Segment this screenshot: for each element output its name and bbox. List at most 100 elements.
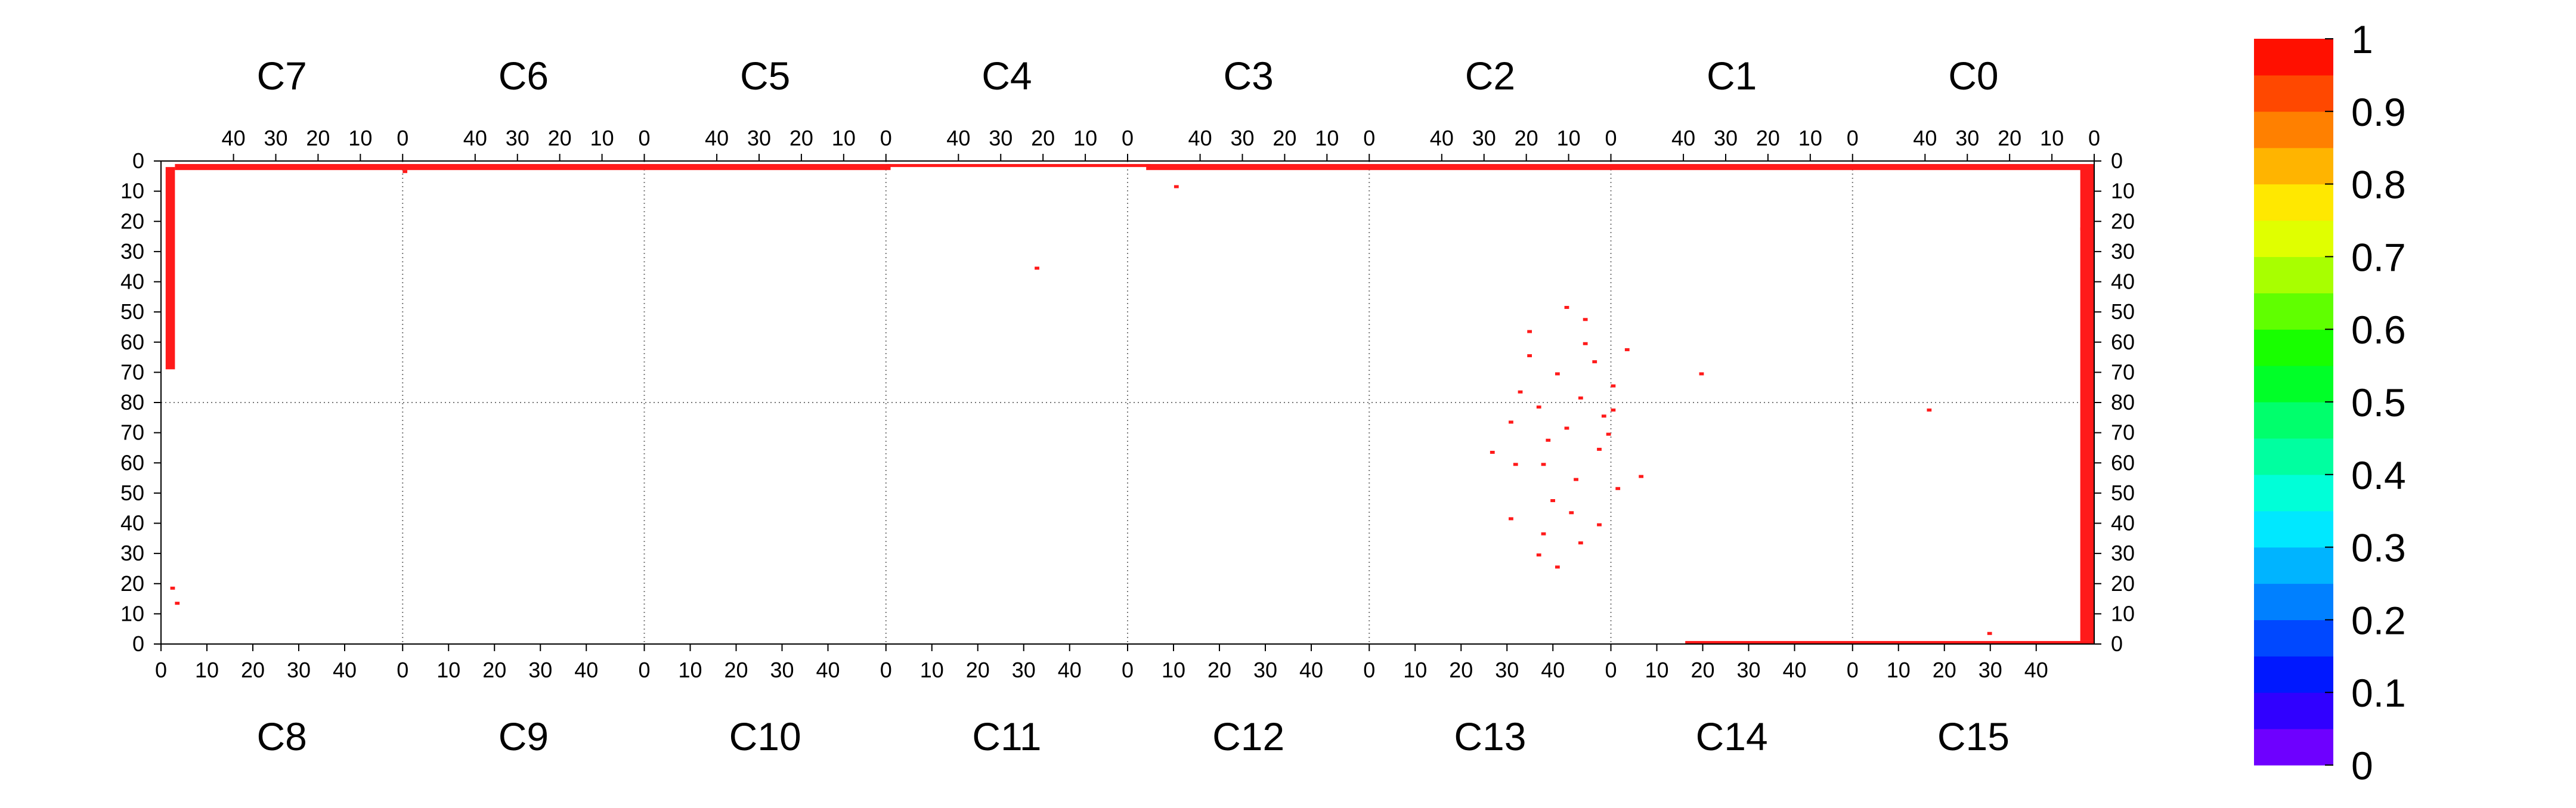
chip-label-top: C1 [1707, 54, 1757, 98]
y-tick-label-right: 0 [2111, 631, 2123, 656]
hot-pixel [1564, 306, 1569, 309]
y-tick-label-left: 10 [120, 179, 144, 203]
x-tick-label-top: 10 [590, 126, 614, 150]
y-tick-label-left: 50 [120, 299, 144, 324]
hot-pixel [1035, 267, 1039, 270]
x-tick-label-bottom: 0 [397, 658, 408, 682]
hot-pixel [1564, 426, 1569, 430]
colorbar-band [2254, 729, 2333, 766]
hot-region [1685, 640, 2094, 644]
hot-pixel [1597, 447, 1602, 451]
colorbar-band [2254, 656, 2333, 693]
y-tick-label-left: 30 [120, 239, 144, 264]
y-tick-label-right: 70 [2111, 360, 2135, 384]
x-tick-label-bottom: 20 [1449, 658, 1473, 682]
colorbar-band [2254, 402, 2333, 439]
x-tick-label-top: 10 [2040, 126, 2064, 150]
colorbar-band [2254, 75, 2333, 112]
y-tick-label-right: 60 [2111, 330, 2135, 354]
x-tick-label-top: 40 [463, 126, 487, 150]
chip-label-top: C6 [499, 54, 549, 98]
y-tick-label-left: 50 [120, 481, 144, 505]
hot-pixel [1611, 384, 1616, 388]
hot-region [2080, 167, 2094, 231]
hot-pixel [1987, 631, 1992, 635]
x-tick-label-top: 0 [1122, 126, 1134, 150]
colorbar-band [2254, 583, 2333, 620]
x-tick-label-top: 20 [306, 126, 330, 150]
hot-pixel [1583, 342, 1588, 345]
x-tick-label-bottom: 40 [1782, 658, 1806, 682]
x-tick-label-top: 20 [1272, 126, 1296, 150]
colorbar-band [2254, 220, 2333, 257]
hot-pixel [1569, 511, 1574, 515]
x-tick-label-top: 30 [747, 126, 771, 150]
x-tick-label-top: 10 [348, 126, 372, 150]
y-tick-label-left: 20 [120, 209, 144, 233]
colorbar-band [2254, 293, 2333, 330]
chip-label-bottom: C9 [499, 714, 549, 759]
hot-pixel [1611, 408, 1616, 412]
x-tick-label-bottom: 10 [436, 658, 460, 682]
x-tick-label-top: 30 [1472, 126, 1496, 150]
x-tick-label-top: 30 [1230, 126, 1254, 150]
y-tick-label-left: 40 [120, 511, 144, 535]
x-tick-label-top: 0 [2088, 126, 2100, 150]
x-tick-label-top: 20 [1031, 126, 1055, 150]
x-tick-label-bottom: 30 [528, 658, 552, 682]
y-tick-label-left: 60 [120, 330, 144, 354]
x-tick-label-bottom: 10 [195, 658, 219, 682]
x-tick-label-top: 10 [1798, 126, 1822, 150]
hot-pixel [1555, 372, 1560, 376]
colorbar-band [2254, 510, 2333, 548]
hot-pixel [1541, 463, 1546, 466]
y-tick-label-right: 40 [2111, 270, 2135, 294]
chip-label-top: C0 [1948, 54, 1998, 98]
colorbar-tick-label: 0.4 [2351, 453, 2406, 497]
x-tick-label-bottom: 40 [574, 658, 598, 682]
colorbar-band [2254, 366, 2333, 403]
y-tick-label-right: 30 [2111, 239, 2135, 264]
x-tick-label-bottom: 20 [966, 658, 990, 682]
y-tick-label-right: 40 [2111, 511, 2135, 535]
y-tick-label-right: 80 [2111, 390, 2135, 414]
hot-region [175, 164, 891, 171]
chip-label-bottom: C8 [256, 714, 306, 759]
x-tick-label-top: 30 [1714, 126, 1738, 150]
chip-label-top: C7 [256, 54, 306, 98]
x-tick-label-bottom: 20 [724, 658, 748, 682]
x-tick-label-top: 30 [506, 126, 530, 150]
y-tick-label-left: 40 [120, 270, 144, 294]
hot-region [886, 164, 1151, 168]
x-tick-label-top: 40 [1430, 126, 1454, 150]
x-tick-label-bottom: 30 [1012, 658, 1036, 682]
x-tick-label-top: 30 [1955, 126, 1979, 150]
hot-pixel [170, 586, 175, 590]
x-tick-label-bottom: 30 [1736, 658, 1760, 682]
hot-pixel [1174, 185, 1179, 188]
chip-label-bottom: C12 [1212, 714, 1284, 759]
x-tick-label-bottom: 0 [1122, 658, 1134, 682]
y-tick-label-right: 70 [2111, 420, 2135, 445]
x-tick-label-bottom: 0 [880, 658, 892, 682]
chip-label-bottom: C11 [972, 714, 1041, 759]
y-tick-label-right: 20 [2111, 571, 2135, 596]
x-tick-label-bottom: 10 [920, 658, 944, 682]
x-tick-label-bottom: 10 [678, 658, 702, 682]
x-tick-label-top: 40 [1188, 126, 1212, 150]
hot-pixel [1699, 372, 1704, 376]
hot-pixel [1513, 463, 1518, 466]
colorbar-tick-label: 0.2 [2351, 598, 2406, 642]
chip-label-bottom: C13 [1454, 714, 1526, 759]
x-tick-label-bottom: 0 [638, 658, 650, 682]
hot-pixel [1574, 478, 1578, 481]
hot-pixel [1527, 354, 1532, 358]
colorbar-band [2254, 39, 2333, 76]
y-tick-label-left: 0 [132, 631, 144, 656]
hot-pixel [1639, 475, 1644, 478]
hot-pixel [1927, 408, 1932, 412]
colorbar-band [2254, 256, 2333, 293]
x-tick-label-bottom: 0 [155, 658, 167, 682]
